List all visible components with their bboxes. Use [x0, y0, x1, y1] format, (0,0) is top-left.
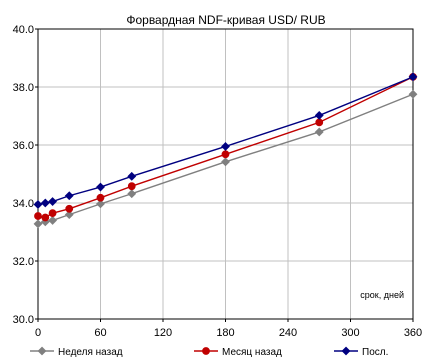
y-tick-label: 32.0: [13, 256, 34, 268]
data-point: [34, 212, 42, 220]
legend-marker: [202, 347, 210, 355]
data-point: [314, 127, 324, 137]
data-point: [33, 200, 43, 209]
data-point: [221, 142, 230, 151]
legend-item: Месяц назад: [194, 347, 282, 358]
y-tick-label: 34.0: [13, 198, 34, 210]
x-tick-label: 120: [154, 327, 172, 339]
data-point: [315, 118, 324, 127]
data-point: [48, 209, 57, 218]
data-point: [64, 191, 74, 201]
data-point: [127, 189, 137, 199]
data-point: [48, 215, 58, 225]
legend-label: Неделя назад: [58, 347, 123, 358]
legend-item: Посл.: [334, 346, 388, 358]
x-tick-label: 60: [94, 327, 106, 339]
series-1: [33, 89, 418, 229]
legend-marker: [341, 346, 351, 356]
data-point: [33, 219, 43, 229]
data-point: [40, 198, 50, 208]
data-point: [65, 204, 74, 213]
axis-ticks: 30.0 32.0 34.0 36.0 38.0 40.0 0 60 120 180 240 300 3…: [13, 24, 423, 339]
data-point: [314, 110, 324, 120]
x-axis-label: срок, дней: [360, 290, 404, 300]
data-point: [408, 89, 418, 99]
y-tick-label: 40.0: [13, 24, 34, 36]
data-point: [96, 182, 105, 192]
legend-item: Неделя назад: [30, 346, 123, 358]
y-tick-label: 30.0: [13, 314, 34, 326]
legend-label: Месяц назад: [222, 347, 282, 358]
x-tick-label: 240: [279, 327, 297, 339]
x-tick-label: 180: [216, 327, 234, 339]
data-point: [96, 193, 105, 202]
x-tick-label: 0: [35, 327, 41, 339]
legend-label: Посл.: [362, 347, 388, 358]
y-tick-label: 38.0: [13, 82, 34, 94]
data-point: [41, 213, 50, 222]
series-group: [33, 72, 418, 229]
data-point: [221, 150, 230, 159]
data-point: [96, 199, 105, 209]
legend: Неделя назад Месяц назад Посл.: [30, 346, 388, 358]
x-tick-label: 300: [341, 327, 359, 339]
data-point: [408, 72, 418, 82]
data-point: [48, 197, 58, 206]
series-2: [34, 72, 417, 222]
legend-marker: [37, 346, 47, 356]
chart-title: Форвардная NDF-кривая USD/ RUB: [126, 13, 325, 27]
data-point: [64, 210, 74, 220]
x-tick-label: 360: [404, 327, 422, 339]
data-point: [127, 171, 137, 181]
data-point: [221, 157, 230, 167]
series-3: [33, 72, 418, 209]
data-point: [127, 182, 136, 191]
y-tick-label: 36.0: [13, 140, 34, 152]
